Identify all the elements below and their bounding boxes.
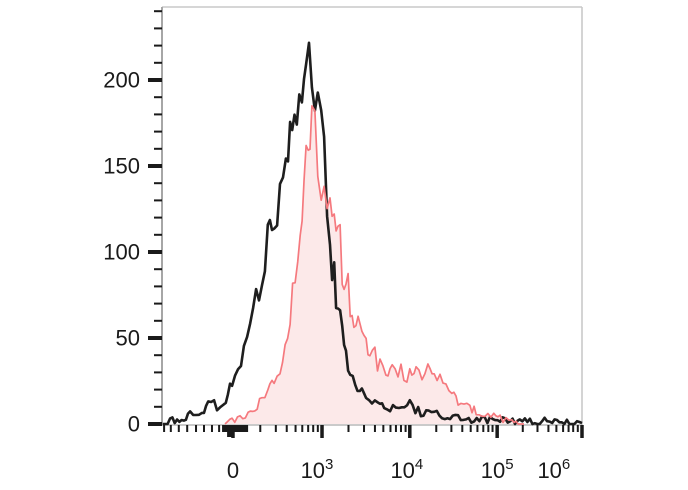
x-axis: 0 103 104 105 106 bbox=[163, 425, 584, 483]
svg-text:0: 0 bbox=[128, 412, 140, 437]
svg-text:150: 150 bbox=[103, 154, 140, 179]
svg-text:105: 105 bbox=[481, 456, 514, 483]
stained-sample-curve bbox=[224, 104, 524, 425]
histogram-series bbox=[162, 41, 583, 426]
y-axis: 0 50 100 150 200 bbox=[103, 10, 162, 437]
svg-text:104: 104 bbox=[390, 456, 423, 483]
svg-text:200: 200 bbox=[103, 68, 140, 93]
stained-sample-fill bbox=[225, 105, 524, 425]
svg-text:50: 50 bbox=[116, 326, 140, 351]
svg-text:106: 106 bbox=[537, 456, 570, 483]
svg-text:100: 100 bbox=[103, 240, 140, 265]
svg-text:0: 0 bbox=[227, 458, 239, 483]
svg-text:103: 103 bbox=[301, 456, 334, 483]
